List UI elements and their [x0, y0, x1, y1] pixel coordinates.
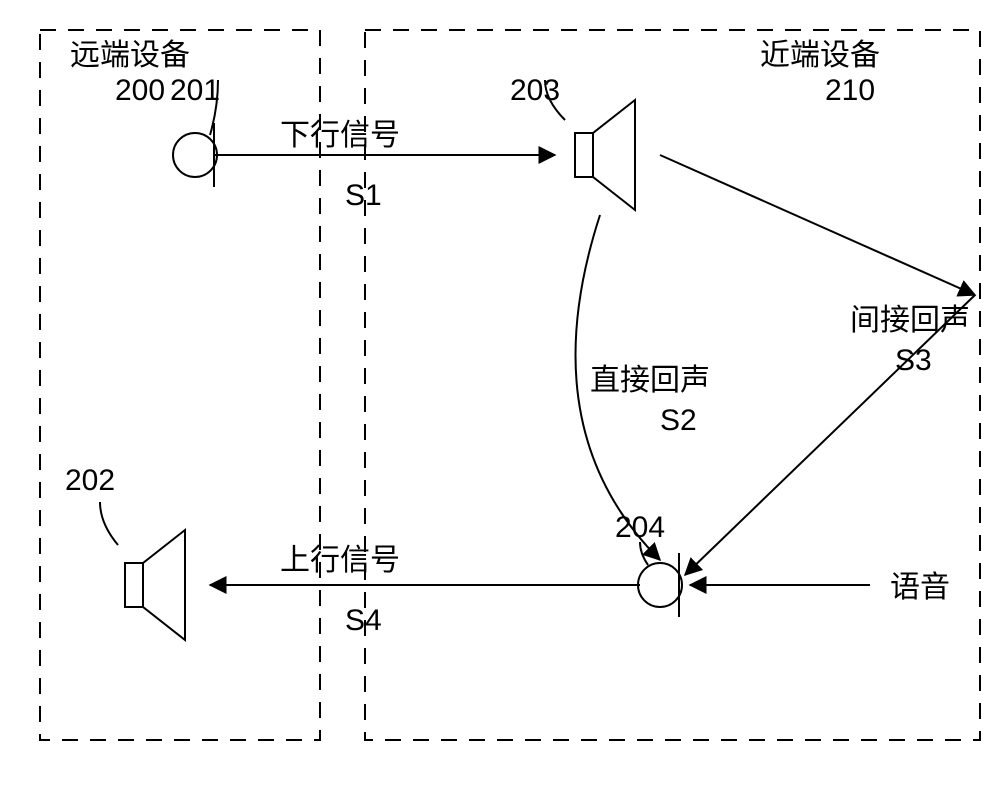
- voice-label: 语音: [890, 571, 950, 604]
- remote-device-box: [40, 30, 320, 740]
- speaker202-label: 202: [65, 464, 115, 497]
- s2-label-top: 直接回声: [590, 364, 710, 397]
- near-title: 近端设备: [760, 39, 880, 72]
- s4-label-top: 上行信号: [280, 544, 400, 577]
- near-id: 210: [825, 74, 875, 107]
- mic204-icon: [638, 542, 682, 617]
- remote-title: 远端设备: [70, 39, 190, 72]
- speaker202-icon: [100, 502, 185, 640]
- speaker203-label: 203: [510, 74, 560, 107]
- s1-label-top: 下行信号: [280, 119, 400, 152]
- s2-label-bot: S2: [660, 404, 697, 437]
- mic201-label: 201: [170, 74, 220, 107]
- remote-id: 200: [115, 74, 165, 107]
- s4-label-bot: S4: [345, 604, 382, 637]
- s3-label-top: 间接回声: [850, 304, 970, 337]
- s3-label-bot: S3: [895, 344, 932, 377]
- s1-label-bot: S1: [345, 179, 382, 212]
